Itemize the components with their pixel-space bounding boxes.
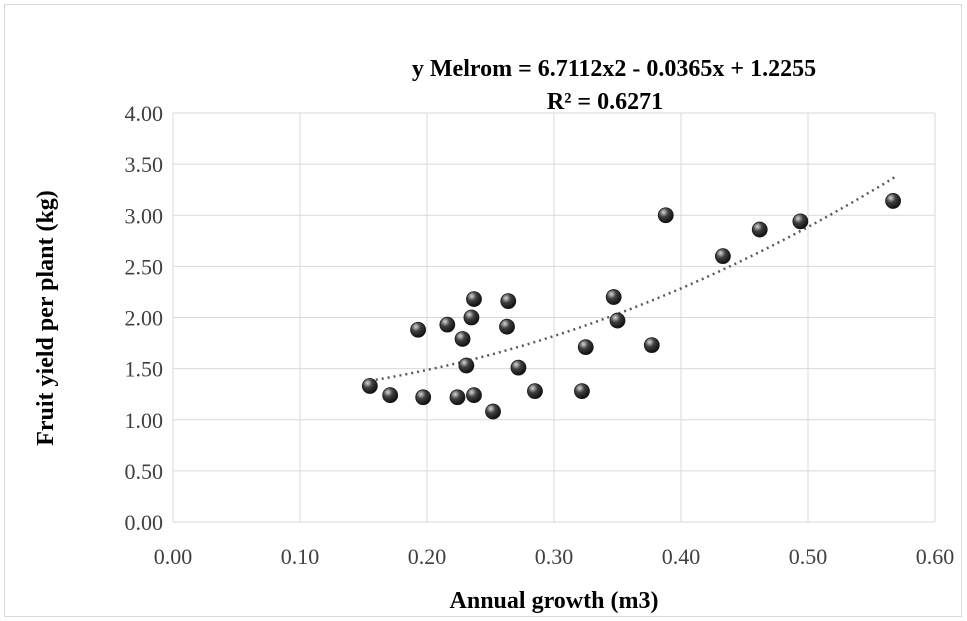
- y-tick-label: 1.50: [125, 357, 164, 382]
- data-point: [415, 389, 432, 406]
- x-tick-label: 0.10: [281, 544, 320, 569]
- data-point: [466, 291, 482, 307]
- data-point: [449, 389, 466, 406]
- data-point: [885, 193, 901, 209]
- data-point: [715, 248, 731, 265]
- data-point: [527, 383, 543, 400]
- data-point: [500, 293, 517, 310]
- data-point: [643, 337, 660, 354]
- x-tick-labels: 0.00 0.10 0.20 0.30 0.40 0.50 0.60: [154, 544, 955, 569]
- data-point: [609, 312, 626, 329]
- data-point: [410, 321, 427, 338]
- data-point: [657, 207, 674, 224]
- y-axis-title: Fruit yield per plant (kg): [33, 190, 59, 446]
- y-tick-label: 1.00: [125, 408, 164, 433]
- y-tick-label: 3.50: [125, 152, 164, 177]
- data-point: [751, 221, 768, 238]
- data-point: [574, 383, 590, 400]
- data-point: [499, 318, 515, 335]
- data-point: [458, 357, 475, 374]
- y-tick-labels: 0.00 0.50 1.00 1.50 2.00 2.50 3.00 3.50 4.00: [125, 101, 164, 535]
- y-tick-label: 0.50: [125, 459, 164, 484]
- y-tick-label: 4.00: [125, 101, 164, 126]
- data-point: [439, 316, 456, 333]
- data-point: [466, 387, 482, 404]
- data-point: [485, 403, 501, 420]
- x-tick-label: 0.30: [535, 544, 574, 569]
- y-tick-label: 2.00: [125, 306, 164, 331]
- trendline: [369, 176, 896, 383]
- r-squared-label: R² = 0.6271: [547, 89, 663, 115]
- data-point: [382, 387, 399, 404]
- x-tick-label: 0.20: [408, 544, 447, 569]
- chart-frame: [4, 4, 962, 617]
- data-point: [510, 359, 527, 376]
- axes: [172, 113, 935, 523]
- trendline-equation: y Melrom = 6.7112x2 - 0.0365x + 1.2255: [412, 56, 816, 82]
- data-point: [361, 378, 378, 394]
- y-tick-label: 3.00: [125, 203, 164, 228]
- x-tick-label: 0.40: [662, 544, 701, 569]
- data-point: [463, 309, 480, 326]
- x-tick-label: 0.60: [916, 544, 955, 569]
- x-tick-label: 0.50: [789, 544, 828, 569]
- data-points: [361, 193, 901, 420]
- x-tick-label: 0.00: [154, 544, 193, 569]
- y-tick-label: 0.00: [125, 510, 164, 535]
- x-axis-title: Annual growth (m3): [450, 588, 659, 614]
- trendline-layer: [369, 176, 896, 383]
- data-point: [792, 213, 809, 230]
- data-point: [605, 289, 622, 305]
- y-tick-label: 2.50: [125, 254, 164, 279]
- data-point: [577, 339, 594, 356]
- data-point: [454, 331, 471, 347]
- gridlines: [173, 112, 936, 522]
